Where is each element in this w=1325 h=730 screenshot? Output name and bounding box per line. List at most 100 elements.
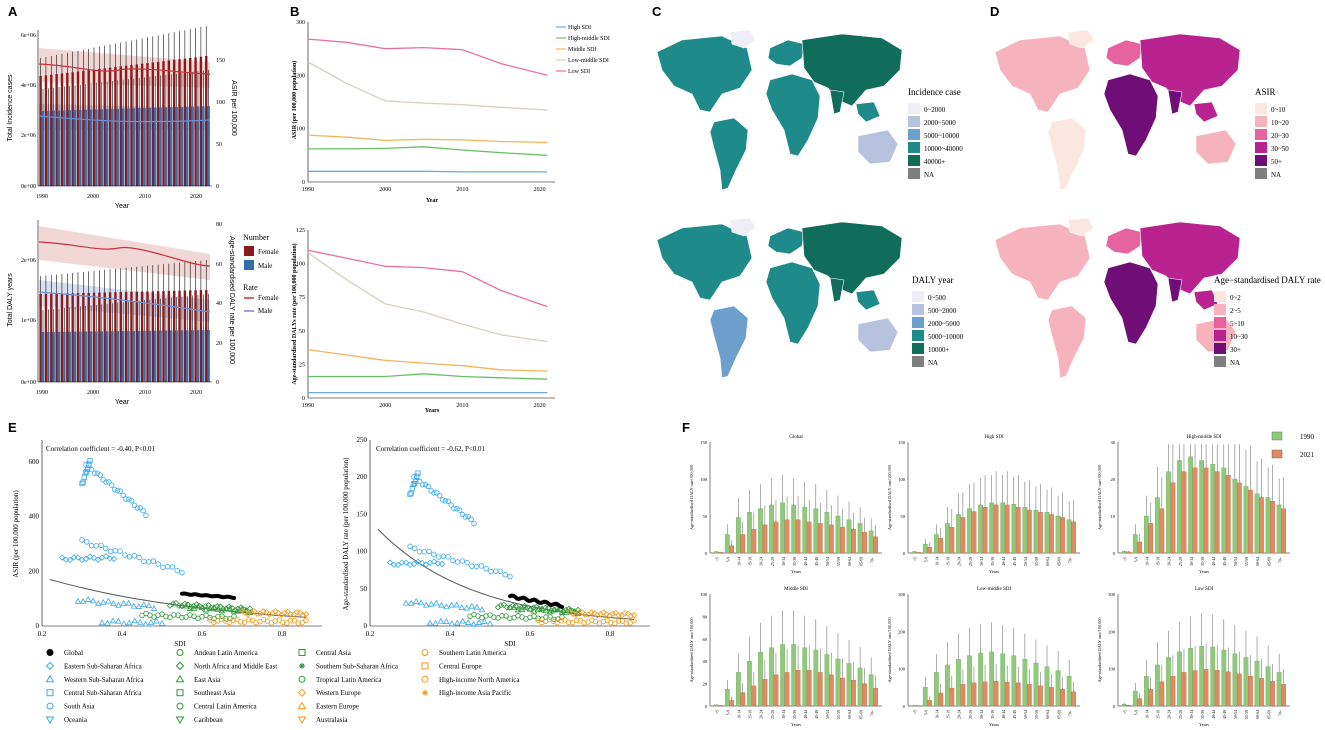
map-c-incidence [656, 29, 903, 191]
f-xtick: 55-59 [837, 710, 841, 719]
f-ytick: 100 [898, 667, 906, 672]
f-bar-1990 [1210, 464, 1216, 554]
f-ytick: 200 [1108, 629, 1116, 634]
f-bar-2021 [1236, 673, 1242, 707]
f-xtick: 70+ [1068, 710, 1072, 716]
f-ytick: 0 [705, 551, 708, 556]
a-female-bar [172, 59, 176, 186]
b-bottom-ylabel: Age-standardised DALYs rate (per 100,000… [291, 243, 298, 384]
e-point [87, 458, 93, 464]
a-female-bar [189, 57, 192, 186]
f-ytick: 150 [898, 440, 906, 445]
e-point [253, 619, 259, 626]
e-point [231, 613, 237, 620]
a-male-bar [159, 107, 162, 186]
map-region-as [801, 221, 903, 295]
e-point [97, 472, 103, 478]
a-top-ytick: 4e+06 [21, 83, 36, 89]
f-ylabel: Age-standardised DALY rate/100,000 [887, 465, 893, 530]
a-female-bar [124, 65, 128, 186]
f-xtick: <5 [1123, 710, 1127, 714]
f-bar-1990 [1132, 534, 1138, 554]
f-subplot: Low SDI Age-standardised DALY rate/100,00… [1097, 587, 1290, 727]
f-xtick: 45-49 [815, 557, 819, 566]
e-legend-marker [175, 661, 185, 671]
f-xtick: 60-64 [848, 710, 852, 719]
map-legend-swatch [908, 103, 920, 114]
e-point [566, 619, 572, 625]
f-bar-2021 [927, 546, 933, 554]
map-legend-item: 5000~10000 [924, 132, 960, 140]
e-point [186, 605, 194, 612]
e-point [89, 467, 95, 473]
e-point [433, 599, 440, 606]
a-male-rate-line [38, 115, 211, 123]
e-point [502, 572, 508, 578]
e-point [241, 619, 248, 625]
f-bar-2021 [1015, 682, 1021, 707]
f-bar-2021 [971, 511, 977, 554]
e-point [499, 613, 505, 619]
f-bar-2021 [828, 674, 834, 707]
e-point [62, 556, 70, 563]
f-bar-1990 [868, 674, 874, 707]
f-bar-2021 [795, 519, 801, 554]
a-male-bar [73, 331, 77, 382]
a-male-bar [154, 330, 157, 382]
e-point [415, 470, 421, 476]
f-bar-1990 [922, 543, 928, 554]
e-point [234, 616, 240, 623]
e-point [443, 618, 450, 624]
a-female-rate-band [39, 226, 210, 280]
a-female-bar [76, 71, 80, 186]
e-ytick: 100 [357, 548, 368, 556]
f-bar-1990 [1033, 509, 1039, 554]
f-xtick: 15-19 [947, 710, 951, 719]
f-subplot: High-middle SDI Age-standardised DALY rat… [1097, 435, 1290, 574]
f-xtick: 35-39 [1201, 557, 1205, 566]
a-female-bar [71, 293, 74, 382]
e-point [470, 620, 477, 627]
e-point [266, 611, 273, 618]
f-xtick: <5 [1123, 557, 1127, 561]
e-point [241, 609, 249, 617]
e-point [79, 597, 87, 604]
map-legend-swatch [1214, 356, 1226, 367]
map-legend-swatch [912, 330, 924, 341]
f-bar-1990 [1000, 502, 1006, 554]
f-bar-1990 [835, 658, 841, 707]
a-male-bar [132, 330, 136, 382]
f-bar-1990 [735, 517, 741, 554]
f-ytick: 0 [1113, 704, 1116, 709]
f-xtick: 20-24 [760, 710, 764, 719]
e-point [158, 619, 166, 626]
a-female-bar [151, 291, 155, 382]
e-xtick: 0.6 [526, 630, 535, 638]
e-point [547, 614, 553, 620]
e-point [98, 542, 104, 548]
e-point [407, 599, 415, 606]
f-xtick: 45-49 [1013, 710, 1017, 719]
map-legend-item: 30+ [1230, 346, 1241, 354]
f-xtick: 40-44 [804, 557, 808, 566]
e-point [573, 617, 580, 623]
a-bottom-xlabel: Year [115, 399, 130, 406]
f-xtick: 70+ [870, 557, 874, 563]
e-legend-label: High-income Asia Pacific [439, 689, 511, 697]
e-point [179, 614, 185, 621]
a-male-bar [73, 110, 77, 186]
e-point [422, 601, 430, 608]
e-legend-marker [421, 649, 429, 656]
map-legend-item: 0~2000 [924, 106, 946, 114]
e-xtick: 0.2 [366, 630, 375, 638]
e-point [530, 604, 537, 611]
e-point [575, 609, 583, 616]
f-ytick: 100 [898, 477, 906, 482]
a-female-bar [205, 56, 208, 186]
map-region-in [829, 89, 845, 115]
e-point [413, 478, 419, 484]
a-bot-ytick: 1e+06 [21, 318, 36, 324]
map-legend-item: 10000~40000 [924, 145, 963, 153]
f-bar-1990 [956, 659, 961, 707]
map-panels [656, 29, 1241, 379]
